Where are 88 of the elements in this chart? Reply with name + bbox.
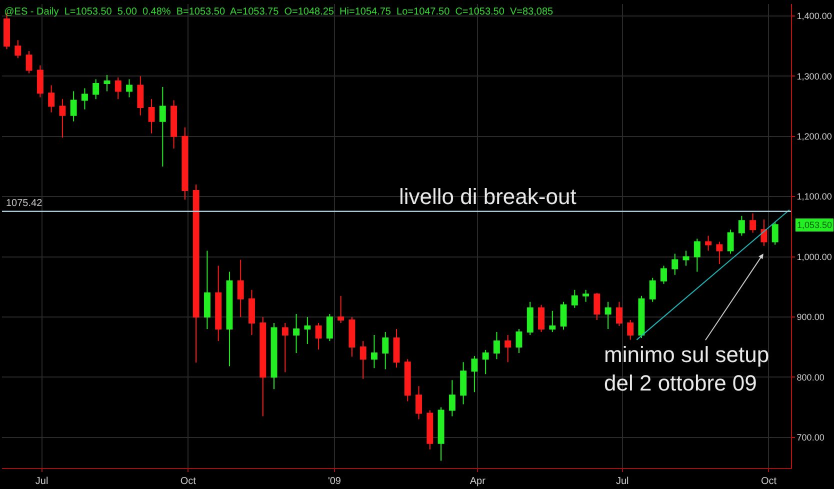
chart-title: @ES - Daily L=1053.50 5.00 0.48% B=1053.50 A=1053.75 O=1048.25 Hi=1054.75 Lo=1047.50 C=1053.50 V=83,085	[4, 6, 554, 18]
candlestick	[170, 100, 178, 149]
text: 1,053.50	[797, 220, 832, 230]
candlestick	[348, 316, 356, 358]
candlestick	[371, 334, 378, 369]
candlestick	[705, 235, 712, 252]
candlestick	[438, 406, 444, 462]
candlestick	[738, 215, 745, 236]
candlestick	[204, 250, 210, 330]
candlestick	[192, 184, 200, 364]
y-tick-label: 1,200.00	[796, 132, 832, 142]
candlestick	[26, 50, 32, 74]
candlestick	[526, 301, 534, 336]
candlestick	[215, 265, 222, 342]
candlestick	[549, 310, 556, 332]
candlestick	[270, 322, 278, 390]
candlestick	[560, 301, 567, 330]
candlestick	[627, 319, 634, 340]
candlestick	[460, 362, 467, 405]
candlestick	[237, 259, 244, 318]
candlestick	[571, 289, 578, 308]
candlestick	[616, 301, 622, 326]
x-tick-label: '09	[328, 476, 342, 487]
annotation: minimo sul setup del 2 ottobre 09	[604, 342, 770, 396]
ref-line-label: 1075.42	[6, 198, 43, 209]
candlestick	[471, 356, 478, 393]
candlestick	[14, 40, 22, 59]
candlestick	[426, 410, 434, 450]
candlestick	[727, 229, 734, 254]
x-tick-label: Oct	[760, 476, 777, 487]
candlestick	[594, 292, 600, 320]
candlestick	[493, 331, 500, 360]
candlestick	[516, 328, 522, 354]
candlestick	[59, 98, 66, 138]
y-tick-label: 700.00	[796, 432, 824, 442]
candlestick	[248, 289, 255, 336]
y-tick-label: 900.00	[796, 312, 824, 322]
candlestick	[672, 253, 678, 276]
candlestick	[126, 78, 132, 98]
candlestick	[81, 88, 88, 110]
candlestick	[716, 241, 723, 264]
candlestick	[92, 78, 100, 100]
candlestick	[260, 316, 266, 417]
candlestick	[638, 295, 645, 339]
candlestick	[416, 386, 422, 420]
candlestick	[226, 271, 233, 367]
candlestick	[682, 250, 690, 266]
candlestick	[48, 84, 55, 113]
candlestick	[772, 221, 778, 246]
candlestick	[538, 304, 544, 332]
candlestick	[114, 76, 122, 100]
x-tick-label: Jul	[35, 476, 48, 487]
y-tick-label: 800.00	[796, 372, 824, 382]
candlestick	[694, 238, 700, 272]
candlestick	[448, 380, 456, 417]
candlestick	[182, 126, 188, 200]
candlestick	[504, 334, 512, 363]
candlestick	[649, 277, 656, 302]
candlestick	[360, 340, 366, 380]
candlestick	[159, 86, 166, 167]
candlestick	[137, 76, 144, 116]
candlestick	[382, 331, 389, 370]
candlestick	[304, 316, 311, 345]
x-tick-label: Apr	[470, 476, 486, 487]
candlestick	[326, 313, 333, 342]
candlestick	[582, 289, 590, 302]
candlestick	[282, 322, 288, 373]
candlestick	[70, 90, 77, 122]
candlestick	[404, 358, 411, 402]
candlestick	[293, 313, 300, 354]
annotation: livello di break-out	[399, 184, 576, 209]
candlestick	[393, 328, 400, 368]
candlestick	[750, 212, 756, 234]
candlestick	[36, 64, 44, 98]
candlestick	[315, 322, 322, 350]
candlestick	[482, 350, 489, 375]
candlestick	[660, 265, 667, 284]
candlestick	[148, 98, 155, 134]
y-tick-label: 1,300.00	[796, 71, 832, 82]
candlestick	[104, 74, 110, 92]
y-tick-label: 1,100.00	[796, 192, 832, 202]
x-tick-label: Oct	[180, 476, 196, 487]
y-tick-label: 1,400.00	[796, 11, 832, 22]
y-tick-label: 1,000.00	[796, 252, 832, 262]
candlestick	[338, 295, 344, 324]
candlestick	[760, 218, 768, 246]
x-tick-label: Jul	[616, 476, 629, 487]
candlestick	[604, 301, 612, 330]
